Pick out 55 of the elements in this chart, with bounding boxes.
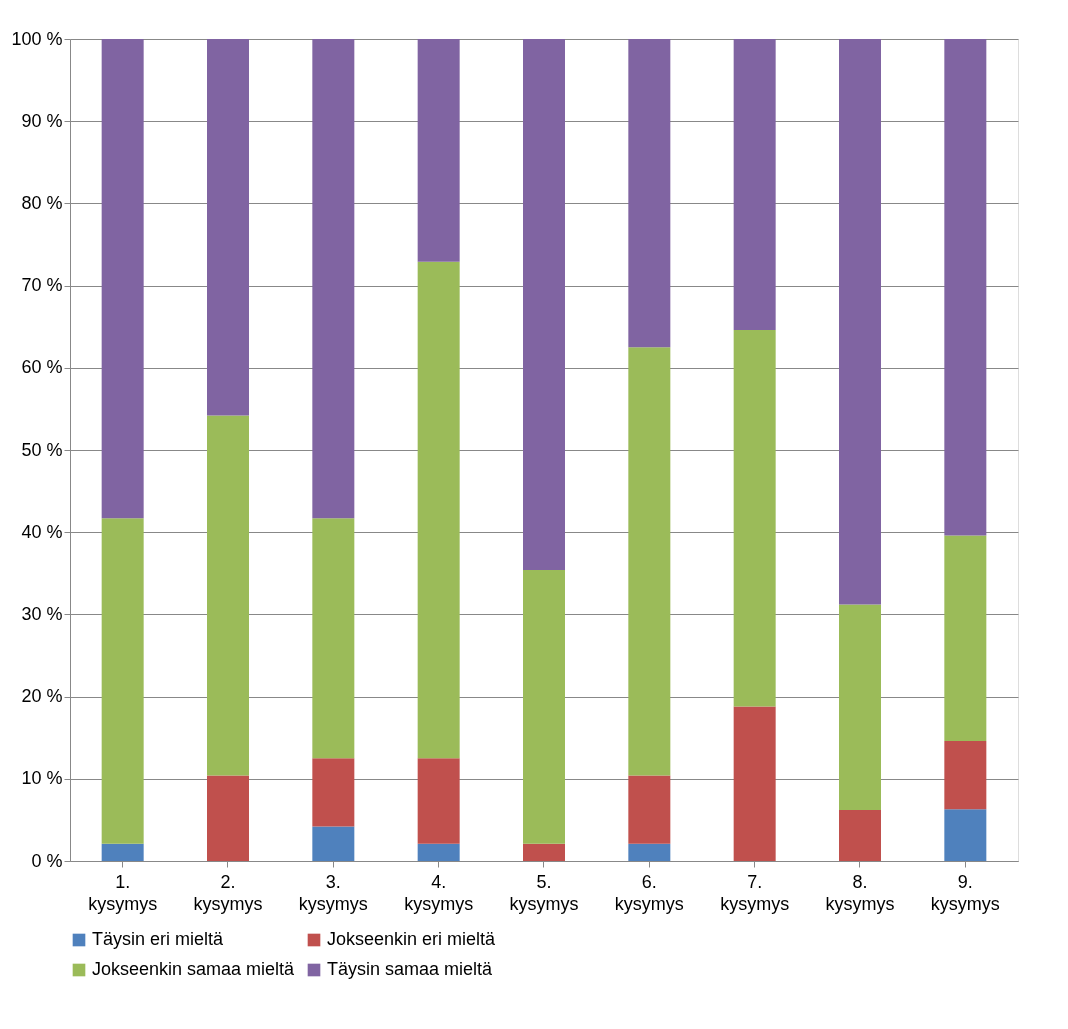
y-tick-label: 90 % xyxy=(21,110,63,131)
y-tick-label: 30 % xyxy=(21,603,63,624)
y-tick-label: 60 % xyxy=(21,357,63,378)
bar xyxy=(733,329,776,707)
bar xyxy=(839,810,881,861)
y-tick-label: 10 % xyxy=(21,768,63,789)
y-tick-label: 20 % xyxy=(21,686,63,707)
x-tick-label: 2. kysymys xyxy=(193,871,263,914)
bar xyxy=(523,843,565,861)
x-tick-label: 8. kysymys xyxy=(825,871,895,914)
bar xyxy=(417,261,460,759)
bar xyxy=(312,518,355,759)
y-tick-label: 100 % xyxy=(11,28,63,49)
bar xyxy=(207,415,249,776)
bar xyxy=(628,347,671,776)
bar xyxy=(628,843,671,861)
bar xyxy=(523,570,565,844)
bar xyxy=(312,758,355,827)
bar xyxy=(944,740,987,810)
bar xyxy=(312,39,355,519)
x-tick-label: 3. kysymys xyxy=(298,871,368,914)
x-tick-label: 7. kysymys xyxy=(720,871,790,914)
bar xyxy=(944,809,987,861)
legend-label: Jokseenkin eri mieltä xyxy=(327,929,497,949)
bar xyxy=(523,39,565,571)
x-tick-label: 4. kysymys xyxy=(404,871,474,914)
legend-label: Jokseenkin samaa mieltä xyxy=(92,959,296,979)
legend-label: Täysin eri mieltä xyxy=(92,929,225,949)
bar xyxy=(733,39,776,330)
bar xyxy=(839,604,881,811)
x-tick-label: 9. kysymys xyxy=(930,871,1000,914)
bar xyxy=(101,39,144,519)
y-tick-label: 80 % xyxy=(21,192,63,213)
bar xyxy=(207,39,249,416)
bar xyxy=(628,39,671,348)
bar xyxy=(417,758,460,844)
legend-label: Täysin samaa mieltä xyxy=(327,959,494,979)
bar xyxy=(944,535,987,741)
bar xyxy=(733,706,776,861)
bar xyxy=(839,39,881,605)
y-tick-label: 40 % xyxy=(21,521,63,542)
bar xyxy=(207,775,249,861)
bar xyxy=(417,39,460,262)
bar xyxy=(628,775,671,844)
bar xyxy=(417,843,460,861)
x-tick-label: 6. kysymys xyxy=(614,871,684,914)
y-tick-label: 50 % xyxy=(21,439,63,460)
x-tick-label: 5. kysymys xyxy=(509,871,579,914)
bar xyxy=(944,39,987,536)
y-tick-label: 70 % xyxy=(21,275,63,296)
y-tick-label: 0 % xyxy=(31,850,63,871)
x-tick-label: 1. kysymys xyxy=(88,871,158,914)
bar xyxy=(101,843,144,861)
bar xyxy=(101,518,144,844)
bar xyxy=(312,826,355,861)
